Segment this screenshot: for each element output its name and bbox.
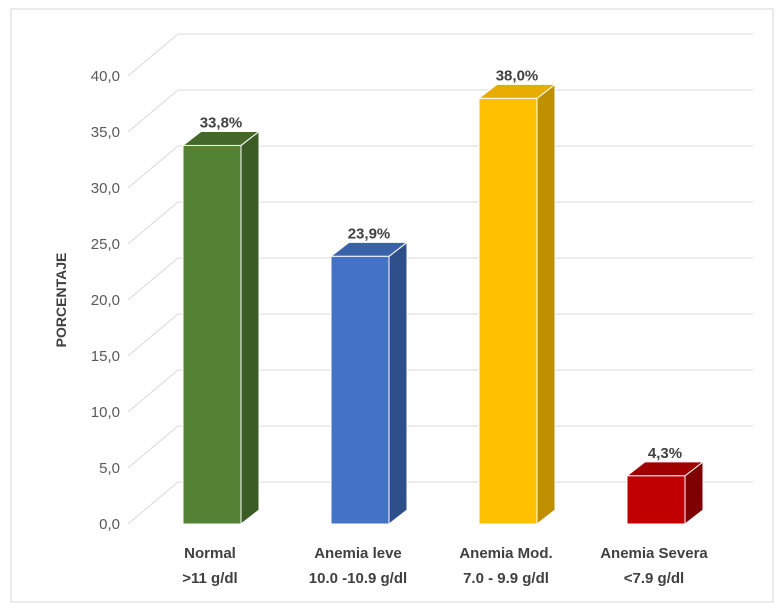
bars: [181, 83, 705, 526]
data-label: 23,9%: [348, 225, 391, 242]
y-tick-label: 0,0: [99, 516, 120, 533]
gridline: [127, 257, 753, 301]
x-axis-categories: Normal >11 g/dl Anemia leve 10.0 -10.9 g/dl…: [182, 545, 708, 587]
y-tick-label: 10,0: [91, 404, 120, 421]
bar-side: [240, 130, 260, 526]
data-label: 33,8%: [200, 114, 243, 131]
data-label: 4,3%: [648, 445, 682, 462]
y-axis: 0,0 5,0 10,0 15,0 20,0 25,0 30,0 35,0 40,0: [91, 68, 120, 533]
gridline: [127, 201, 753, 245]
y-axis-title: PORCENTAJE: [53, 253, 69, 348]
category-label-line1: Anemia leve: [314, 545, 402, 562]
y-tick-label: 30,0: [91, 180, 120, 197]
category-label-line2: 10.0 -10.9 g/dl: [309, 570, 407, 587]
bar-front: [182, 144, 242, 525]
bar-front: [626, 475, 686, 525]
bar-3: [477, 83, 557, 526]
gridline: [127, 481, 753, 525]
bar-2: [329, 241, 409, 526]
gridline: [127, 145, 753, 189]
category-label-line1: Anemia Mod.: [459, 545, 552, 562]
category-label-line2: 7.0 - 9.9 g/dl: [463, 570, 549, 587]
category-label-line2: <7.9 g/dl: [624, 570, 684, 587]
bar-side: [536, 83, 556, 526]
data-label: 38,0%: [496, 67, 539, 84]
y-tick-label: 5,0: [99, 460, 120, 477]
gridline: [127, 425, 753, 469]
bar-4: [625, 460, 705, 526]
y-tick-label: 15,0: [91, 348, 120, 365]
category-label-line2: >11 g/dl: [182, 570, 237, 587]
bar-front: [330, 255, 390, 525]
y-tick-label: 20,0: [91, 292, 120, 309]
gridline: [127, 369, 753, 413]
chart-border: [10, 8, 774, 603]
bar-side: [388, 241, 408, 526]
y-tick-label: 40,0: [91, 68, 120, 85]
y-tick-label: 25,0: [91, 236, 120, 253]
gridline: [127, 89, 753, 133]
y-tick-label: 35,0: [91, 124, 120, 141]
gridline: [127, 33, 753, 77]
category-label-line1: Normal: [184, 545, 236, 562]
bar-1: [181, 130, 261, 526]
data-labels: 33,8% 23,9% 38,0% 4,3%: [200, 67, 682, 461]
gridline: [127, 313, 753, 357]
bar-front: [478, 97, 538, 525]
category-label-line1: Anemia Severa: [600, 545, 708, 562]
gridlines: [127, 33, 753, 525]
